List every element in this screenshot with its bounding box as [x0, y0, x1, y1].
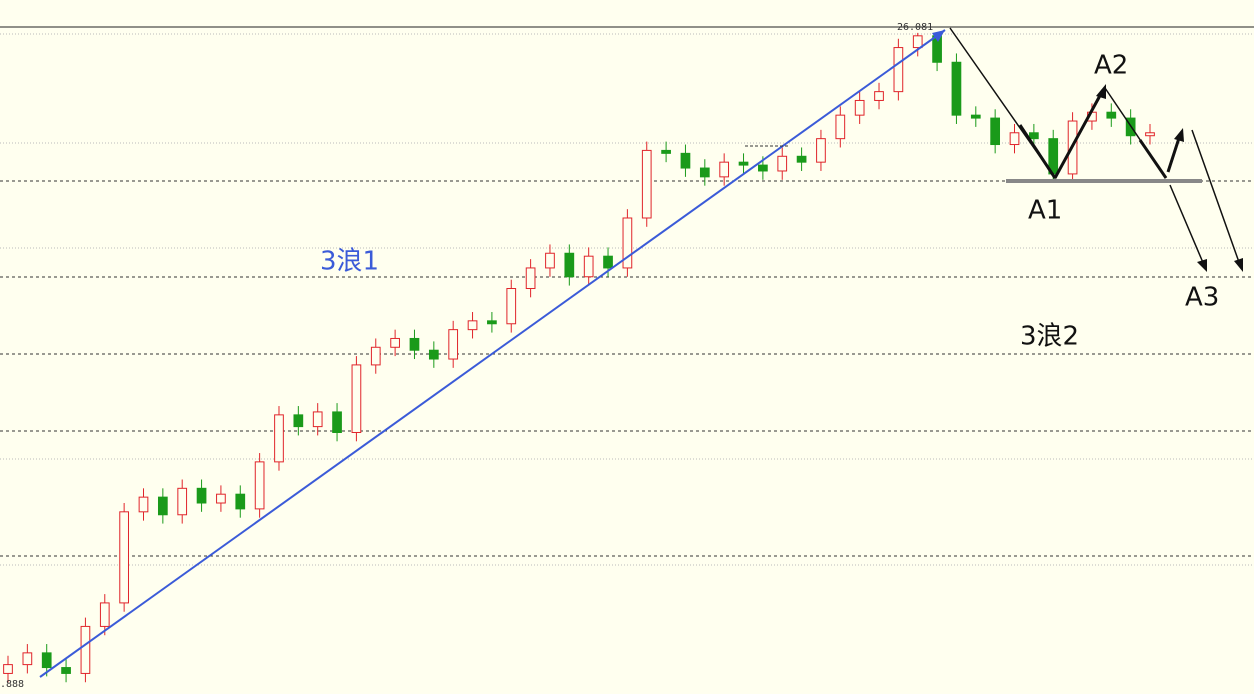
- candle-body: [564, 252, 575, 278]
- candle-body: [525, 267, 536, 290]
- candle-body: [196, 487, 207, 504]
- candle-body: [622, 217, 633, 269]
- candle-body: [1009, 132, 1020, 146]
- annotation: A2: [1094, 51, 1128, 81]
- price-label: 26.081: [897, 22, 933, 33]
- candle-body: [912, 35, 923, 49]
- candle-body: [254, 461, 265, 510]
- candle-body: [80, 625, 91, 674]
- candle-body: [235, 493, 246, 510]
- annotation: A3: [1185, 283, 1219, 313]
- annotation: 3浪1: [320, 247, 379, 277]
- price-label: .888: [0, 679, 24, 690]
- candle-body: [61, 667, 71, 674]
- candle-body: [777, 155, 788, 172]
- candle-body: [719, 161, 730, 178]
- candle-body: [448, 329, 459, 360]
- candle-body: [312, 411, 323, 428]
- candle-body: [370, 346, 381, 366]
- annotation-lines: [39, 27, 1243, 678]
- candle-body: [22, 652, 33, 666]
- candle-body: [274, 414, 284, 463]
- candle-body: [467, 320, 478, 331]
- candle-body: [893, 47, 904, 93]
- candle-body: [545, 252, 555, 269]
- candle-body: [99, 602, 110, 627]
- candle-body: [409, 337, 420, 351]
- candle-body: [1106, 111, 1117, 119]
- candle-body: [816, 138, 826, 163]
- candle-body: [738, 161, 749, 166]
- candle-body: [506, 288, 517, 325]
- candle-body: [970, 114, 981, 119]
- candle-body: [293, 414, 304, 428]
- candle-body: [41, 652, 52, 669]
- candle-body: [951, 61, 962, 116]
- candle-body: [332, 411, 342, 433]
- candle-body: [583, 255, 594, 278]
- annotation: A1: [1028, 196, 1062, 226]
- candle-body: [680, 152, 691, 169]
- candle-body: [3, 664, 13, 674]
- candle-body: [1029, 132, 1039, 140]
- candle-body: [603, 255, 613, 269]
- candle-body: [661, 149, 671, 154]
- candle-body: [874, 91, 884, 101]
- candle-body: [758, 164, 768, 172]
- candle-body: [835, 114, 846, 140]
- candle-body: [641, 149, 652, 219]
- candle-body: [487, 320, 497, 325]
- candle-body: [177, 487, 188, 516]
- candle-body: [990, 117, 1001, 146]
- candle-body: [351, 364, 362, 433]
- candle-body: [796, 155, 807, 163]
- candle-body: [428, 349, 439, 360]
- candle-body: [157, 496, 168, 516]
- candle-body: [138, 496, 149, 513]
- candle-body: [699, 167, 710, 178]
- candle-body: [1145, 132, 1155, 137]
- annotation: 3浪2: [1020, 322, 1079, 352]
- candle-body: [216, 493, 226, 504]
- candle-body: [390, 337, 400, 348]
- candle-body: [119, 511, 129, 604]
- candle-body: [854, 99, 865, 116]
